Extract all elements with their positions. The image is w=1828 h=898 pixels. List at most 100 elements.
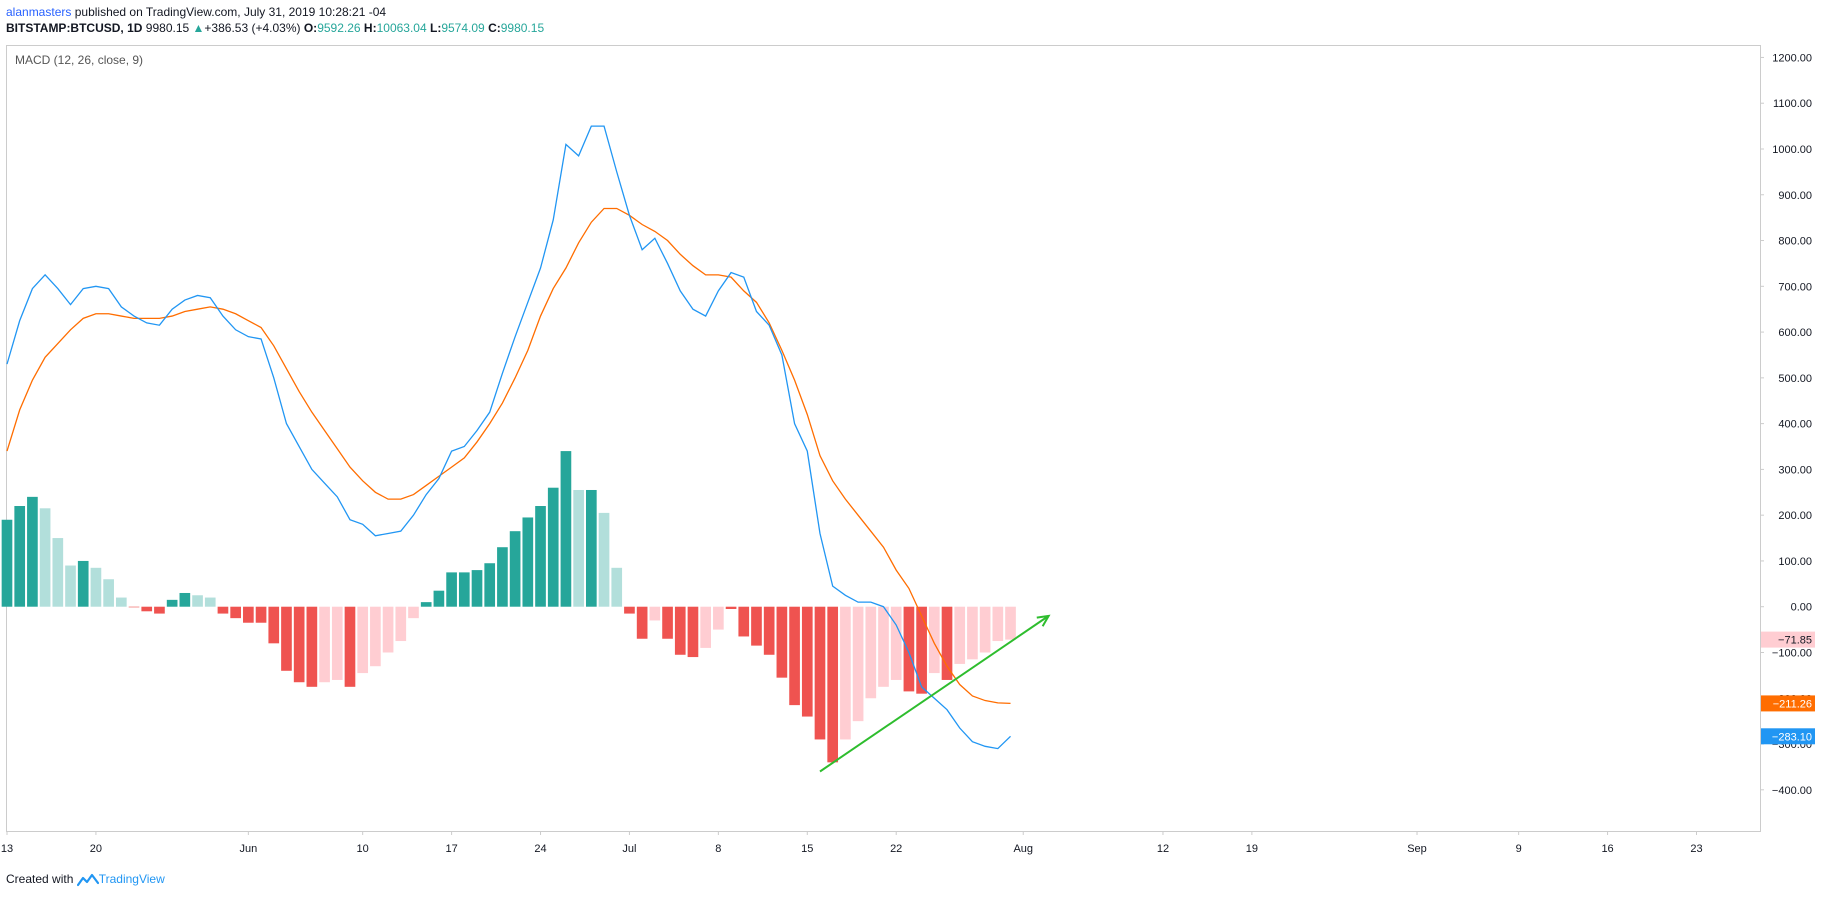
histogram-bar xyxy=(522,517,534,607)
x-tick-label: 13 xyxy=(1,843,13,855)
y-tick-label: 300.00 xyxy=(1778,464,1812,476)
time-axis[interactable]: 13 20 Jun 10 17 24 Jul 8 15 22 Aug 12 19 Sep 9 16 23 xyxy=(1,831,1703,855)
histogram-bar xyxy=(1,519,13,607)
histogram-bar xyxy=(573,489,584,607)
y-tick-label: −400.00 xyxy=(1772,785,1812,797)
histogram-bar xyxy=(878,606,889,687)
last-value-text: −283.10 xyxy=(1772,731,1812,743)
last-value-badge xyxy=(1761,631,1815,648)
last-value-badge xyxy=(1761,728,1815,745)
last-value-badge xyxy=(1761,695,1815,712)
histogram-bar xyxy=(509,531,521,607)
histogram-bar xyxy=(636,606,648,639)
histogram-bar xyxy=(890,606,902,680)
histogram-bar xyxy=(738,606,750,637)
x-tick-label: 19 xyxy=(1246,843,1258,855)
tradingview-logo-icon[interactable] xyxy=(76,873,99,887)
y-tick-label: 700.00 xyxy=(1778,281,1812,293)
price-change: +386.53 (+4.03%) xyxy=(204,21,301,35)
histogram-bar xyxy=(446,572,457,607)
histogram-bar xyxy=(789,606,800,706)
open-value: 9592.26 xyxy=(317,21,361,35)
high-label: H: xyxy=(363,21,377,35)
low-label: L: xyxy=(430,21,442,35)
y-tick-label: 1100.00 xyxy=(1773,98,1812,110)
histogram-bar xyxy=(827,606,839,763)
x-tick-label: 16 xyxy=(1601,843,1613,855)
histogram-bar xyxy=(649,606,661,621)
histogram-bar xyxy=(281,606,292,671)
histogram-bar xyxy=(255,606,267,623)
x-tick-label: 10 xyxy=(357,843,369,855)
histogram-bar xyxy=(77,560,89,607)
y-tick-label: 600.00 xyxy=(1778,327,1812,339)
low-value: 9574.09 xyxy=(441,21,485,35)
y-tick-label: 200.00 xyxy=(1778,510,1812,522)
symbol-label: BITSTAMP:BTCUSD, 1D xyxy=(6,21,143,35)
histogram-bar xyxy=(865,606,877,699)
histogram-bar xyxy=(624,606,635,614)
x-tick-label: Sep xyxy=(1407,843,1427,855)
y-tick-label: 1200.00 xyxy=(1772,52,1812,64)
histogram-bar xyxy=(268,606,280,644)
histogram-bar xyxy=(395,606,407,642)
histogram-bar xyxy=(27,496,38,607)
histogram-bar xyxy=(687,606,699,658)
histogram-bar xyxy=(331,606,343,680)
histogram-bar xyxy=(840,606,851,740)
y-tick-label: 500.00 xyxy=(1778,373,1812,385)
histogram-bar xyxy=(814,606,826,740)
trendline-arrowhead xyxy=(1036,614,1051,627)
histogram-bar xyxy=(674,606,686,655)
close-value: 9980.15 xyxy=(500,21,545,35)
histogram-bar xyxy=(420,602,432,607)
histogram-bar xyxy=(319,606,330,683)
last-price: 9980.15 xyxy=(145,21,190,35)
publish-info: published on TradingView.com, July 31, 2… xyxy=(74,5,387,19)
y-tick-label: 400.00 xyxy=(1778,419,1812,431)
histogram-bar xyxy=(535,506,546,607)
histogram-bar xyxy=(662,606,673,639)
histogram-bar xyxy=(192,595,203,607)
x-tick-label: Aug xyxy=(1013,843,1033,855)
histogram-bar xyxy=(306,606,318,687)
tradingview-link[interactable]: TradingView xyxy=(98,872,165,886)
ohlc-line: BITSTAMP:BTCUSD, 1D 9980.15 ▲+386.53 (+4… xyxy=(6,20,544,36)
histogram-bar xyxy=(903,606,915,692)
histogram-bar xyxy=(725,606,737,609)
y-tick-label: 800.00 xyxy=(1778,236,1812,248)
indicator-title[interactable]: MACD (12, 26, close, 9) xyxy=(15,53,143,67)
histogram-bar xyxy=(103,579,114,607)
trendline-drawing[interactable] xyxy=(819,614,1051,773)
histogram-bar xyxy=(65,565,76,607)
open-label: O: xyxy=(303,21,318,35)
x-tick-label: 8 xyxy=(715,843,721,855)
trendline[interactable] xyxy=(819,615,1050,773)
histogram-bar xyxy=(598,512,610,607)
histogram-bar xyxy=(484,563,496,607)
histogram-bar xyxy=(700,606,711,648)
x-tick-label: 24 xyxy=(534,843,546,855)
histogram-bar xyxy=(344,606,356,687)
y-tick-label: −100.00 xyxy=(1772,647,1812,659)
histogram-bar xyxy=(14,506,26,607)
histogram-bar xyxy=(357,606,369,674)
histogram-bar xyxy=(128,606,140,608)
macd-line xyxy=(6,125,1011,750)
histogram-bar xyxy=(293,606,305,683)
author-link[interactable]: alanmasters xyxy=(6,5,72,19)
histogram-bar xyxy=(217,606,229,614)
histogram-bar xyxy=(204,597,216,607)
histogram-bar xyxy=(586,489,597,607)
up-arrow-icon: ▲ xyxy=(192,21,205,35)
histogram-bar xyxy=(547,487,559,607)
histogram-bar xyxy=(243,606,254,623)
histogram-bar xyxy=(941,606,953,680)
histogram-bar xyxy=(560,451,572,607)
histogram-bar xyxy=(433,590,445,607)
price-axis[interactable]: 1200.00 1100.00 1000.00 900.00 800.00 700.00 6… xyxy=(1760,52,1812,797)
histogram-bar xyxy=(776,606,788,678)
histogram-bar xyxy=(497,547,508,607)
last-value-text: −71.85 xyxy=(1778,635,1812,647)
